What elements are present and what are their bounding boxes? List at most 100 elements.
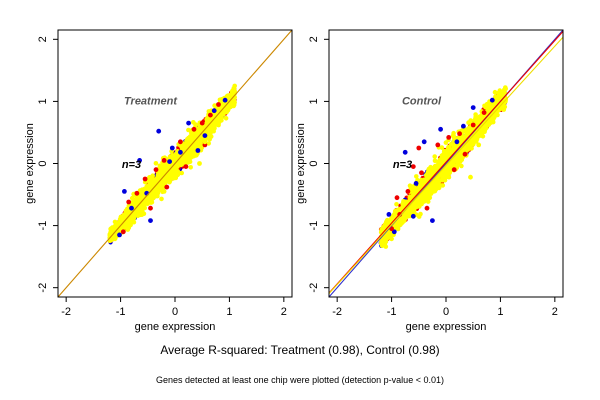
core-point bbox=[459, 163, 464, 169]
series-1-point bbox=[489, 97, 495, 103]
panel-annotation-n: n=3 bbox=[393, 159, 412, 171]
series-2-point bbox=[199, 120, 205, 126]
core-point bbox=[411, 186, 416, 191]
series-1-point bbox=[117, 232, 122, 238]
core-point bbox=[142, 205, 148, 211]
core-point bbox=[472, 117, 478, 123]
core-point bbox=[148, 180, 153, 185]
x-tick-label: -2 bbox=[332, 306, 342, 318]
points-layer bbox=[329, 30, 563, 297]
series-1-point bbox=[122, 189, 127, 194]
series-2-point bbox=[208, 112, 213, 118]
core-point bbox=[172, 162, 178, 168]
series-2-point bbox=[126, 199, 132, 205]
core-point bbox=[467, 125, 472, 131]
series-2-point bbox=[216, 102, 221, 107]
series-1-point bbox=[178, 149, 183, 155]
core-point bbox=[125, 227, 131, 232]
core-point bbox=[429, 187, 434, 192]
core-point bbox=[445, 154, 450, 160]
series-1-point bbox=[186, 120, 192, 126]
scatter-plots: -2 -1 0 1 2 -2 -1 0 1 2 gene expression gene expres… bbox=[24, 29, 564, 333]
core-point bbox=[414, 174, 419, 179]
core-point bbox=[159, 196, 164, 202]
core-point bbox=[434, 176, 440, 182]
footnote-caption: Genes detected at least one chip were pl… bbox=[156, 375, 444, 385]
core-point bbox=[457, 156, 462, 161]
panel-annotation-title: Control bbox=[402, 96, 442, 108]
core-point bbox=[446, 161, 452, 167]
series-1-point bbox=[461, 123, 466, 129]
core-point bbox=[389, 236, 394, 241]
series-1-point bbox=[167, 159, 173, 165]
series-2-point bbox=[451, 167, 457, 173]
series-1-point bbox=[402, 149, 408, 155]
core-point bbox=[188, 155, 193, 160]
core-point bbox=[207, 137, 212, 142]
series-1-point bbox=[386, 212, 392, 217]
x-tick-label: -1 bbox=[116, 306, 126, 318]
core-point bbox=[131, 200, 137, 205]
core-point bbox=[426, 166, 432, 172]
core-point bbox=[137, 188, 143, 193]
core-point bbox=[188, 165, 193, 170]
core-point bbox=[451, 143, 456, 149]
y-axis-label: gene expression bbox=[24, 123, 36, 204]
series-1-point bbox=[410, 213, 416, 219]
core-point bbox=[131, 217, 136, 223]
series-1-point bbox=[148, 218, 153, 224]
core-point bbox=[207, 132, 213, 137]
y-tick-label: 0 bbox=[308, 160, 320, 166]
x-tick-label: -1 bbox=[387, 306, 397, 318]
series-2-point bbox=[183, 164, 189, 170]
series-2-point bbox=[164, 184, 170, 190]
core-point bbox=[407, 183, 413, 188]
core-point bbox=[417, 204, 422, 209]
core-point bbox=[146, 196, 151, 201]
series-2-point bbox=[142, 176, 148, 182]
core-point bbox=[199, 145, 205, 150]
series-1-point bbox=[195, 148, 201, 153]
scatter-panel-1: -2 -1 0 1 2 -2 -1 0 1 2 gene expression gene expres… bbox=[24, 29, 293, 333]
series-1-point bbox=[156, 128, 162, 134]
core-point bbox=[453, 158, 458, 164]
core-point bbox=[138, 212, 143, 217]
reference-line-3 bbox=[329, 36, 563, 294]
y-tick-label: -1 bbox=[37, 221, 49, 231]
core-point bbox=[456, 135, 462, 140]
panel-annotation-n: n=3 bbox=[122, 159, 141, 171]
core-point bbox=[147, 175, 152, 180]
series-2-point bbox=[416, 145, 422, 151]
core-point bbox=[170, 154, 176, 159]
series-2-point bbox=[419, 170, 424, 176]
series-1-point bbox=[169, 145, 175, 151]
core-point bbox=[187, 136, 193, 142]
x-tick-label: 1 bbox=[226, 306, 232, 318]
core-point bbox=[168, 165, 173, 171]
reference-line-1 bbox=[58, 30, 292, 297]
core-point bbox=[486, 105, 491, 111]
core-point bbox=[382, 241, 388, 247]
series-1-point bbox=[137, 158, 143, 163]
series-1-point bbox=[470, 105, 476, 110]
core-point bbox=[440, 178, 446, 183]
core-point bbox=[129, 195, 135, 201]
x-tick-label: 2 bbox=[552, 306, 558, 318]
series-2-point bbox=[424, 205, 430, 211]
core-point bbox=[400, 220, 405, 225]
series-3-point bbox=[391, 212, 397, 217]
core-point bbox=[442, 168, 448, 173]
core-point bbox=[439, 145, 445, 150]
core-point bbox=[435, 162, 441, 168]
series-2-point bbox=[161, 158, 167, 163]
series-3-point bbox=[427, 195, 433, 201]
core-point bbox=[424, 176, 430, 181]
series-2-point bbox=[457, 131, 462, 137]
series-1-point bbox=[211, 108, 217, 114]
core-point bbox=[401, 200, 406, 205]
x-tick-label: -2 bbox=[61, 306, 71, 318]
series-2-point bbox=[405, 189, 411, 194]
core-point bbox=[206, 141, 211, 146]
core-point bbox=[135, 197, 140, 203]
core-point bbox=[223, 116, 229, 121]
